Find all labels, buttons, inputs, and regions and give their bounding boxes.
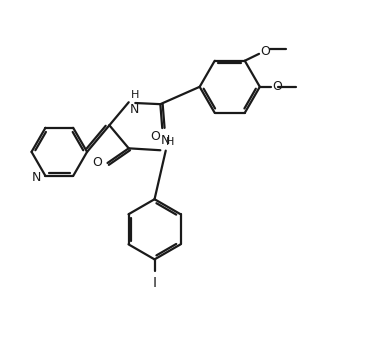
Text: O: O — [272, 80, 282, 93]
Text: N: N — [130, 103, 139, 116]
Text: O: O — [151, 130, 160, 143]
Text: H: H — [166, 137, 174, 147]
Text: I: I — [152, 275, 157, 289]
Text: O: O — [92, 156, 102, 169]
Text: H: H — [131, 90, 139, 100]
Text: N: N — [161, 134, 170, 147]
Text: N: N — [31, 170, 41, 183]
Text: O: O — [260, 44, 271, 58]
